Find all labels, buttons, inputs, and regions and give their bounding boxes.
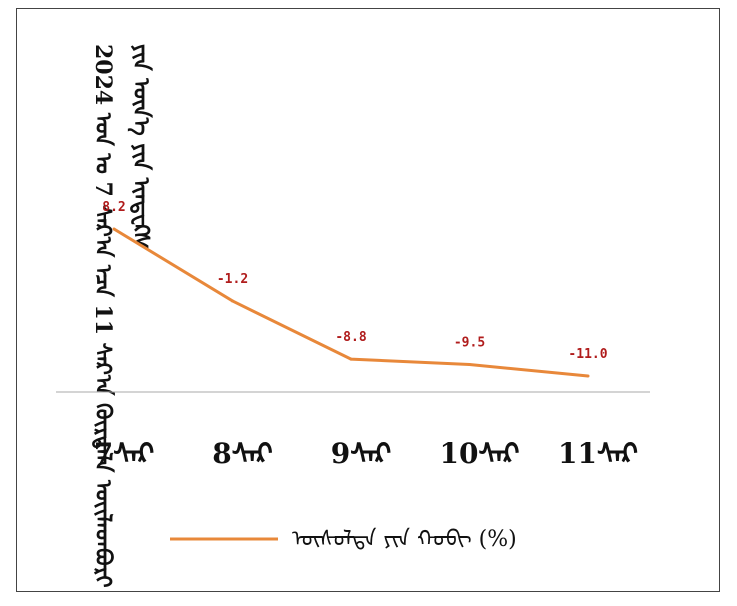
series-line <box>113 227 589 378</box>
data-label: 8.2 <box>102 200 125 215</box>
data-label: -8.8 <box>335 330 366 345</box>
data-point <box>349 357 353 361</box>
x-tick-label: 8ᠰᠠᠷ <box>212 437 273 470</box>
x-tick-label: 7ᠰᠠᠷ <box>94 437 155 470</box>
data-point <box>112 227 116 231</box>
chart-title: 2024 ᠣᠨ ᠤ 7 ᠰᠠᠷ᠎ᠠ ᠡᠴᠡ 11 ᠰᠠᠷ᠎ᠠ ᠬᠦᠷᠲᠡᠯᠡ ᠦ… <box>90 44 154 588</box>
data-point <box>468 363 471 367</box>
data-label: -1.2 <box>217 272 248 287</box>
x-tick-label: 10ᠰᠠᠷ <box>439 437 519 470</box>
x-tick-label: 11ᠰᠠᠷ <box>558 437 638 470</box>
legend-label: ᠥᠰᠥᠯᠲᠡ ᠶᠢᠨ ᠬᠤᠪᠢ (%) <box>292 527 517 552</box>
data-label: -9.5 <box>454 336 485 351</box>
data-point <box>586 374 590 378</box>
data-label: -11.0 <box>568 347 607 362</box>
data-point <box>231 299 234 303</box>
x-tick-label: 9ᠰᠠᠷ <box>331 437 392 470</box>
chart-frame <box>16 8 720 592</box>
